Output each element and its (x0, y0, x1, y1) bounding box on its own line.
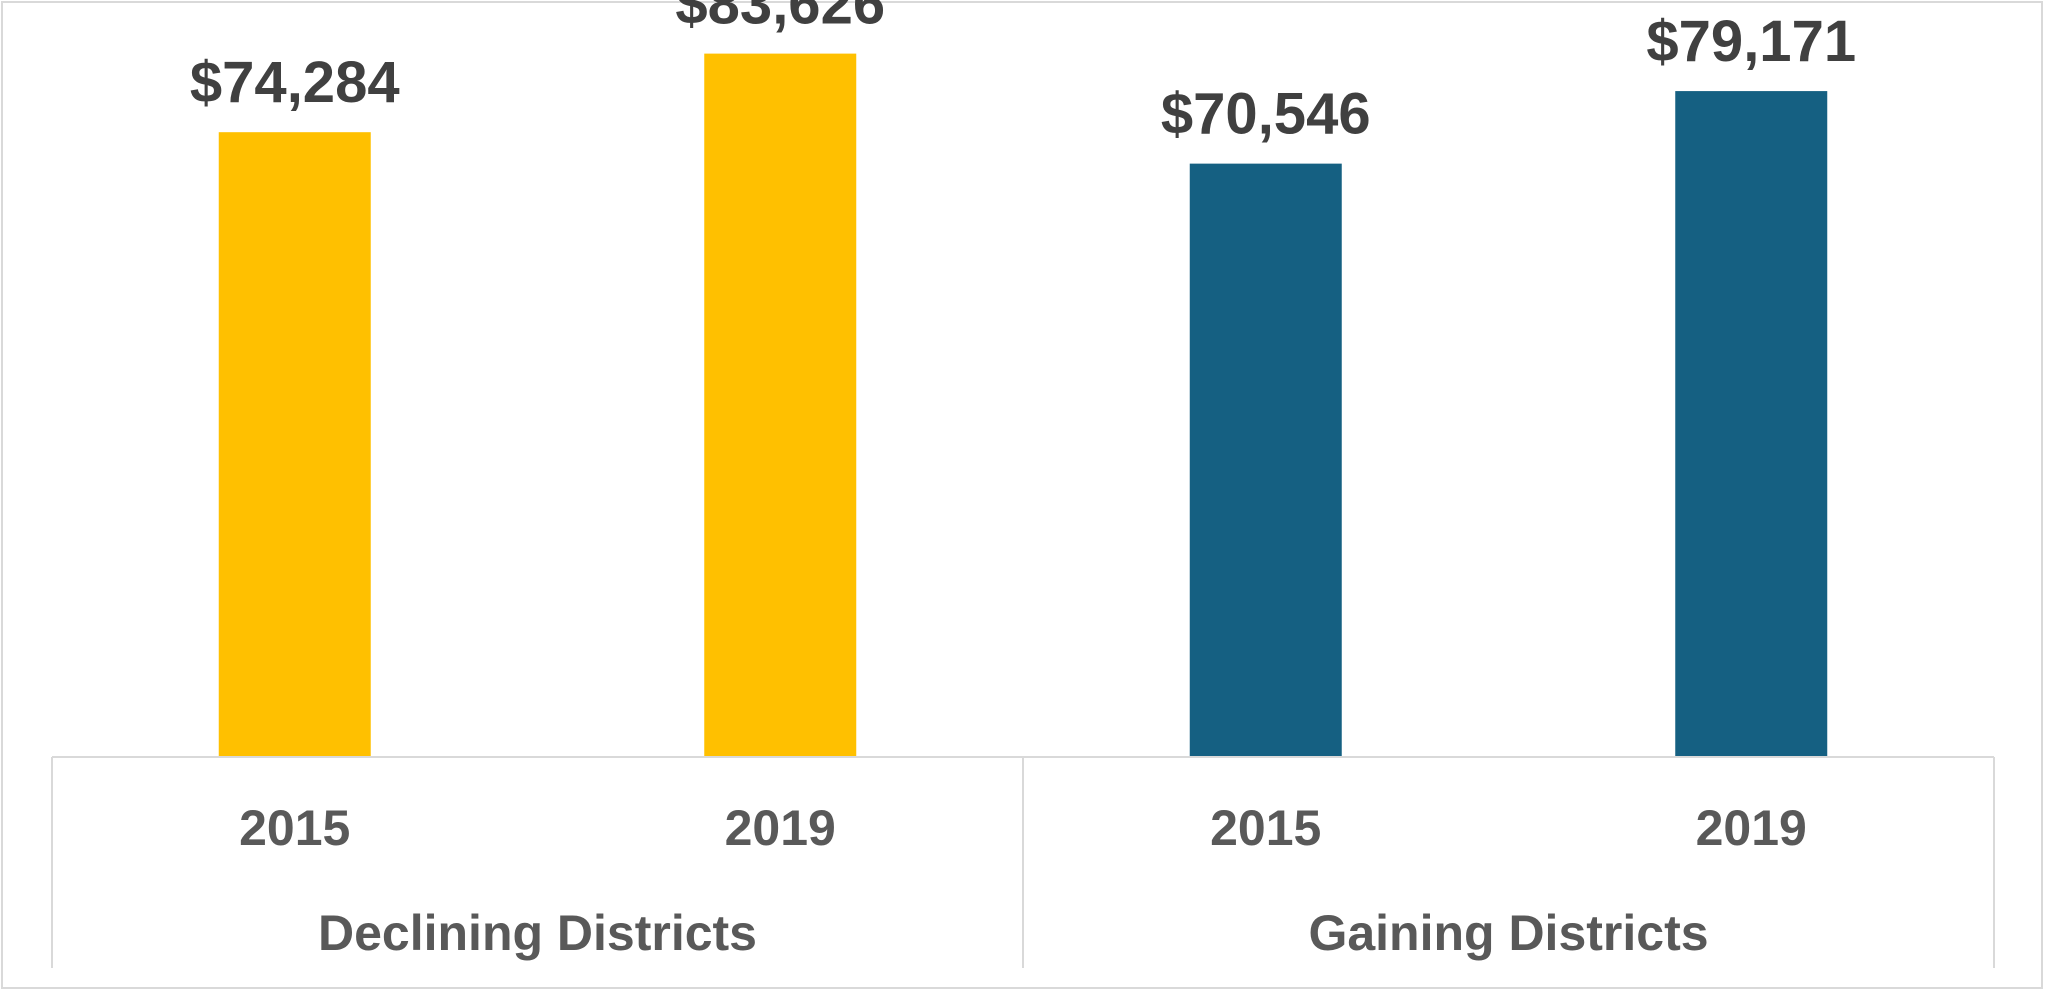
group-label-2: Gaining Districts (1308, 905, 1708, 961)
value-labels-layer: $74,284 $83,626 $70,546 $79,171 (190, 0, 1856, 147)
bar-1-1 (218, 132, 371, 757)
tick-label-2-1: 2015 (1210, 800, 1321, 856)
data-label-1-2: $83,626 (675, 0, 885, 37)
bar-2-2 (1675, 91, 1828, 757)
tick-label-1-2: 2019 (725, 800, 836, 856)
bars-layer (218, 53, 1828, 757)
bar-1-2 (704, 53, 857, 757)
data-label-1-1: $74,284 (190, 50, 400, 115)
tick-label-2-2: 2019 (1696, 800, 1807, 856)
category-labels-layer: 2015 2019 2015 2019 (239, 800, 1807, 856)
tick-label-1-1: 2015 (239, 800, 350, 856)
group-labels-layer: Declining Districts Gaining Districts (318, 905, 1709, 961)
bar-2-1 (1189, 163, 1342, 757)
data-label-2-1: $70,546 (1161, 82, 1371, 147)
category-axis (51, 756, 1995, 968)
group-label-1: Declining Districts (318, 905, 757, 961)
data-label-2-2: $79,171 (1646, 9, 1856, 74)
